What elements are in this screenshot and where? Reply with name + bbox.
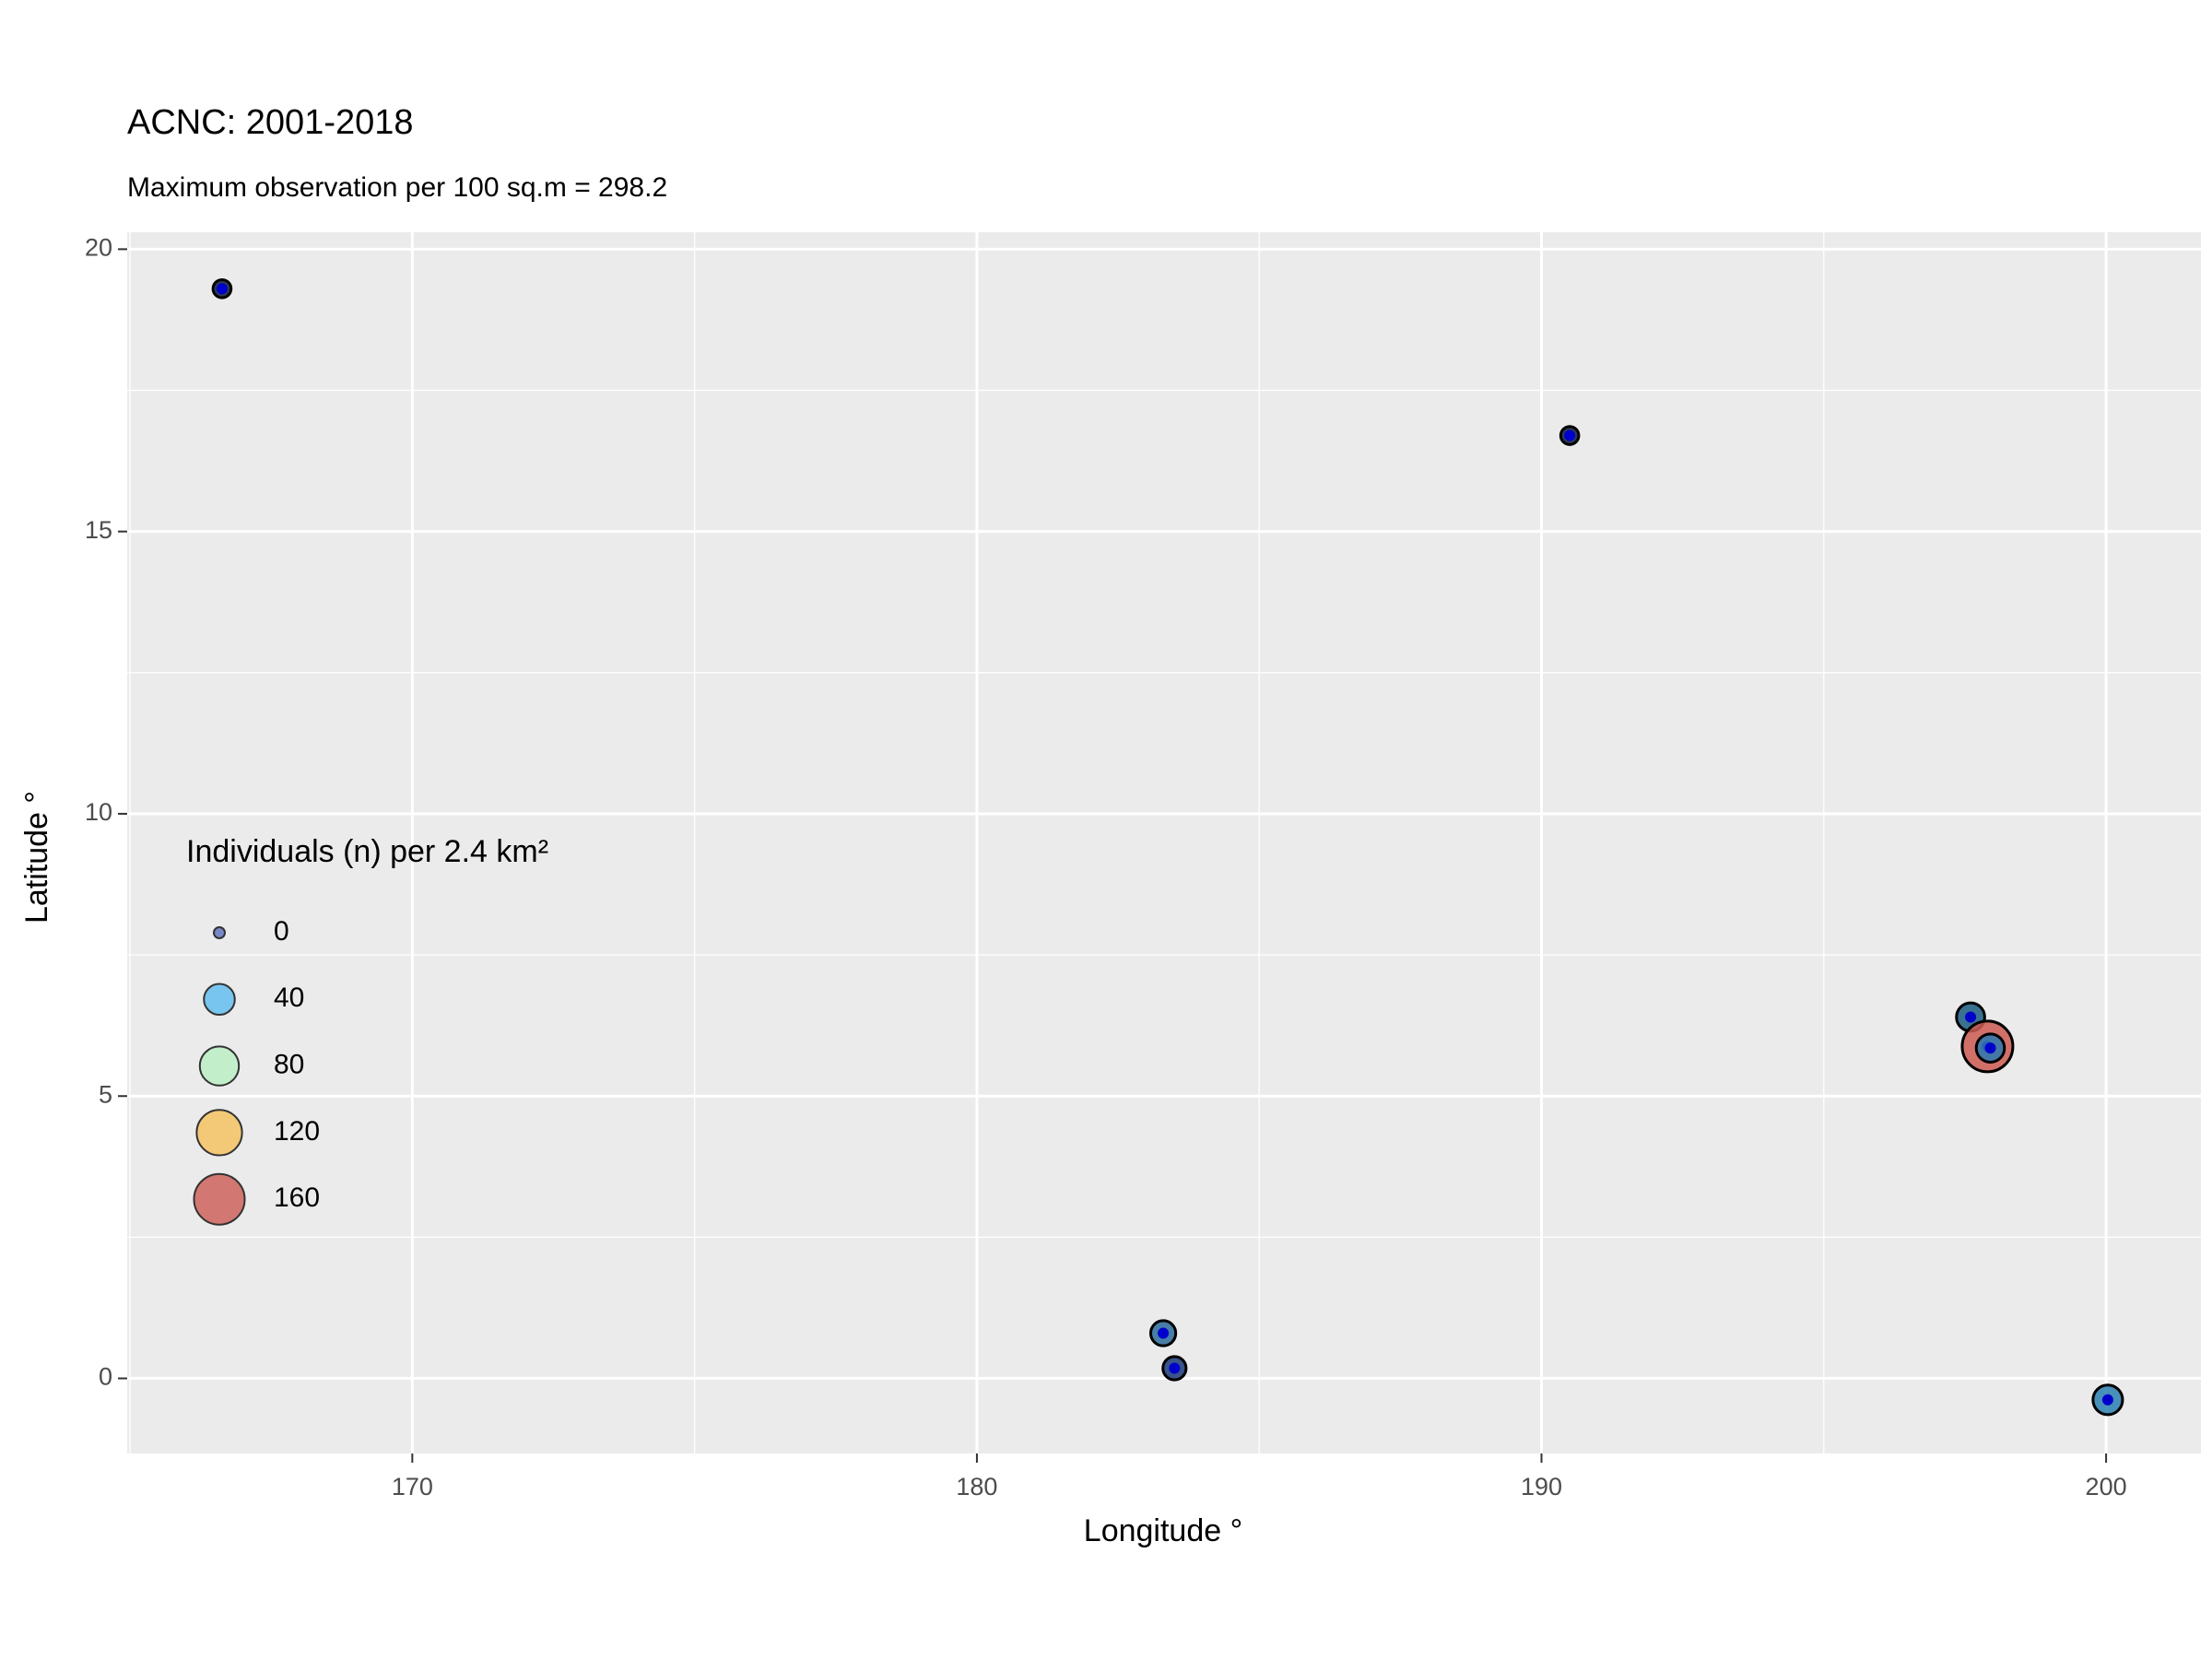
y-axis-title: Latitude ° (19, 791, 54, 924)
legend-key (195, 1109, 243, 1157)
legend-label: 80 (274, 1050, 304, 1080)
legend-title: Individuals (n) per 2.4 km² (186, 834, 548, 869)
x-tick-label: 170 (392, 1473, 433, 1500)
legend-label: 160 (274, 1182, 320, 1213)
legend-label: 0 (274, 916, 289, 947)
point-center (1984, 1042, 1996, 1054)
legend-key (193, 1172, 246, 1226)
x-tick-label: 180 (956, 1473, 997, 1500)
point-center (1158, 1327, 1170, 1339)
legend-key (198, 1045, 241, 1087)
legend-key (203, 982, 236, 1017)
x-axis-title: Longitude ° (1084, 1513, 1242, 1548)
y-tick-label: 0 (99, 1363, 112, 1391)
points (211, 277, 2124, 1417)
point-center (1169, 1362, 1181, 1374)
legend-key (213, 926, 226, 939)
x-tick-label: 190 (1521, 1473, 1562, 1500)
point-center (1965, 1011, 1977, 1023)
y-tick-label: 20 (85, 234, 112, 262)
panel (127, 232, 2201, 1453)
y-tick-label: 10 (85, 798, 112, 826)
point-center (216, 283, 228, 295)
y-tick-label: 15 (85, 516, 112, 544)
point-center (2101, 1394, 2113, 1406)
grid (127, 232, 2201, 1453)
chart-subtitle: Maximum observation per 100 sq.m = 298.2 (127, 172, 667, 203)
chart-title: ACNC: 2001-2018 (127, 103, 414, 142)
legend-label: 40 (274, 982, 304, 1013)
x-tick-label: 200 (2086, 1473, 2127, 1500)
y-tick-label: 5 (99, 1080, 112, 1108)
legend-label: 120 (274, 1116, 320, 1147)
legend: Individuals (n) per 2.4 km² 0 40 80 120 160 (186, 834, 548, 1226)
point-center (1564, 429, 1576, 441)
